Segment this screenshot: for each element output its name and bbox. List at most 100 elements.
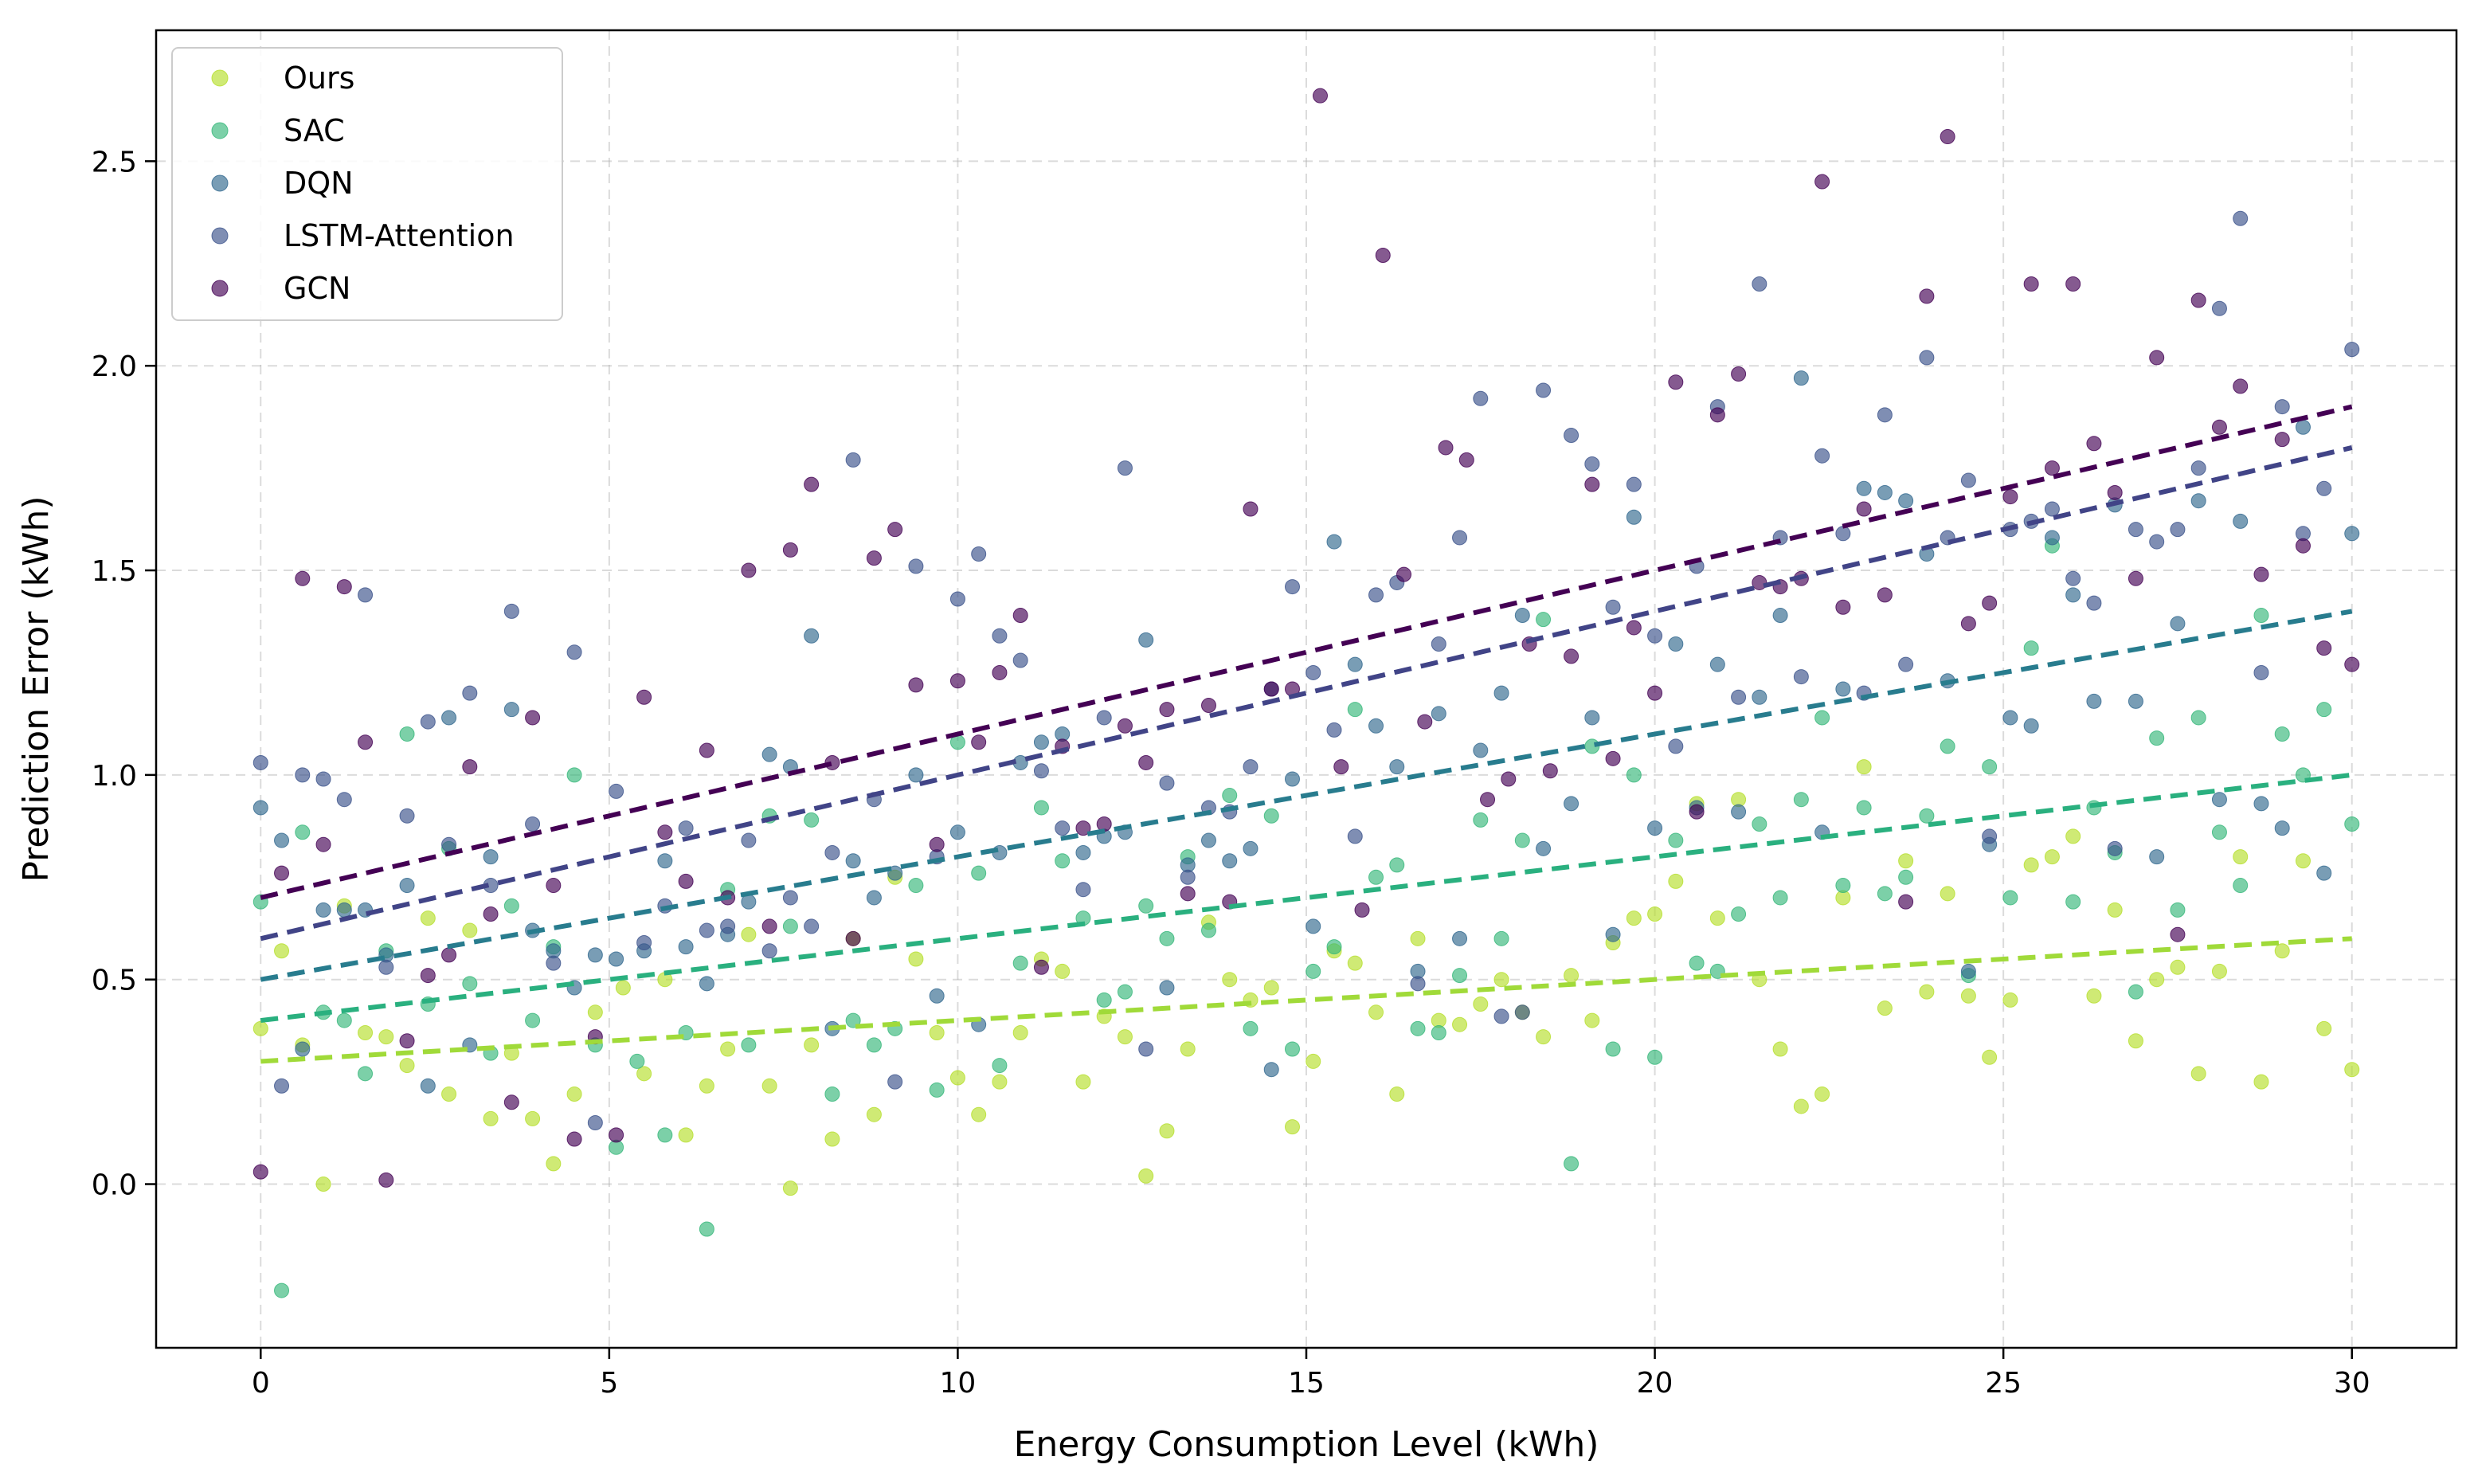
- x-tick-label: 20: [1637, 1367, 1673, 1400]
- data-point: [1960, 616, 1976, 632]
- data-point: [1835, 526, 1851, 542]
- data-point: [804, 918, 820, 934]
- data-point: [420, 968, 436, 984]
- data-point: [804, 1037, 820, 1053]
- data-point: [971, 734, 987, 750]
- data-point: [1480, 792, 1496, 808]
- data-point: [420, 714, 436, 730]
- data-point: [1012, 955, 1028, 971]
- data-point: [866, 550, 882, 566]
- data-point: [2170, 926, 2186, 942]
- data-point: [1117, 460, 1133, 476]
- data-point: [1055, 963, 1071, 979]
- data-point: [252, 1164, 268, 1180]
- data-point: [1243, 1020, 1259, 1036]
- data-point: [274, 865, 290, 881]
- data-point: [929, 988, 945, 1004]
- data-point: [525, 1012, 541, 1028]
- data-point: [2274, 820, 2290, 836]
- data-point: [2233, 378, 2249, 394]
- data-point: [1159, 980, 1175, 996]
- data-point: [1542, 763, 1558, 779]
- data-point: [949, 591, 965, 607]
- data-point: [1159, 930, 1175, 946]
- data-point: [1159, 775, 1175, 791]
- x-axis-label: Energy Consumption Level (kWh): [1014, 1424, 1599, 1465]
- data-point: [699, 1078, 714, 1094]
- data-point: [1326, 722, 1342, 738]
- data-point: [929, 836, 945, 852]
- data-point: [2170, 902, 2186, 918]
- data-point: [315, 836, 331, 852]
- data-point: [399, 878, 415, 894]
- data-point: [949, 673, 965, 689]
- data-point: [274, 1078, 290, 1094]
- data-point: [1793, 370, 1809, 386]
- legend-label-gcn: GCN: [284, 271, 350, 306]
- data-point: [2233, 210, 2249, 226]
- data-point: [378, 1029, 394, 1045]
- data-point: [1564, 428, 1580, 444]
- data-point: [1368, 1004, 1384, 1020]
- data-point: [2295, 538, 2311, 554]
- data-point: [252, 800, 268, 816]
- data-point: [2190, 292, 2206, 308]
- data-point: [441, 1087, 457, 1102]
- data-point: [2065, 894, 2081, 910]
- data-point: [1668, 738, 1684, 754]
- data-point: [1347, 828, 1363, 844]
- data-point: [1138, 898, 1154, 914]
- data-point: [1200, 922, 1216, 938]
- data-point: [2002, 489, 2018, 505]
- data-point: [1326, 534, 1342, 550]
- data-point: [1564, 796, 1580, 812]
- legend-marker-ours: [211, 69, 229, 87]
- data-point: [1055, 853, 1071, 869]
- data-point: [1222, 972, 1238, 988]
- data-point: [336, 579, 352, 595]
- data-point: [1396, 566, 1412, 582]
- data-point: [657, 824, 673, 840]
- data-point: [1075, 820, 1091, 836]
- series-lstm-attention: [252, 210, 2360, 1130]
- data-point: [1689, 955, 1705, 971]
- legend-box: [171, 47, 563, 321]
- data-point: [1117, 984, 1133, 1000]
- data-point: [2344, 526, 2360, 542]
- data-point: [462, 922, 478, 938]
- data-point: [1982, 828, 1998, 844]
- data-point: [503, 898, 519, 914]
- data-point: [1263, 681, 1279, 697]
- data-point: [1159, 1123, 1175, 1139]
- data-point: [845, 452, 861, 468]
- data-point: [1117, 1029, 1133, 1045]
- data-point: [1452, 530, 1468, 546]
- data-point: [1410, 976, 1426, 992]
- data-point: [1368, 869, 1384, 885]
- data-point: [503, 1094, 519, 1110]
- data-point: [1493, 972, 1509, 988]
- data-point: [1960, 963, 1976, 979]
- data-point: [295, 767, 311, 783]
- data-point: [824, 1131, 840, 1147]
- data-point: [971, 1106, 987, 1122]
- data-point: [1333, 759, 1349, 775]
- data-point: [2086, 693, 2102, 709]
- data-point: [462, 685, 478, 701]
- data-point: [2107, 840, 2123, 856]
- data-point: [1835, 878, 1851, 894]
- data-point: [2253, 608, 2269, 624]
- data-point: [2295, 419, 2311, 435]
- data-point: [1243, 840, 1259, 856]
- data-point: [1605, 926, 1621, 942]
- data-point: [1584, 476, 1600, 492]
- data-point: [1731, 906, 1747, 922]
- data-point: [2190, 1066, 2206, 1082]
- data-point: [2002, 890, 2018, 906]
- data-point: [824, 1087, 840, 1102]
- data-point: [741, 832, 757, 848]
- data-point: [1263, 808, 1279, 824]
- data-point: [274, 943, 290, 959]
- data-point: [2274, 943, 2290, 959]
- y-tick-label: 0.0: [92, 1169, 137, 1202]
